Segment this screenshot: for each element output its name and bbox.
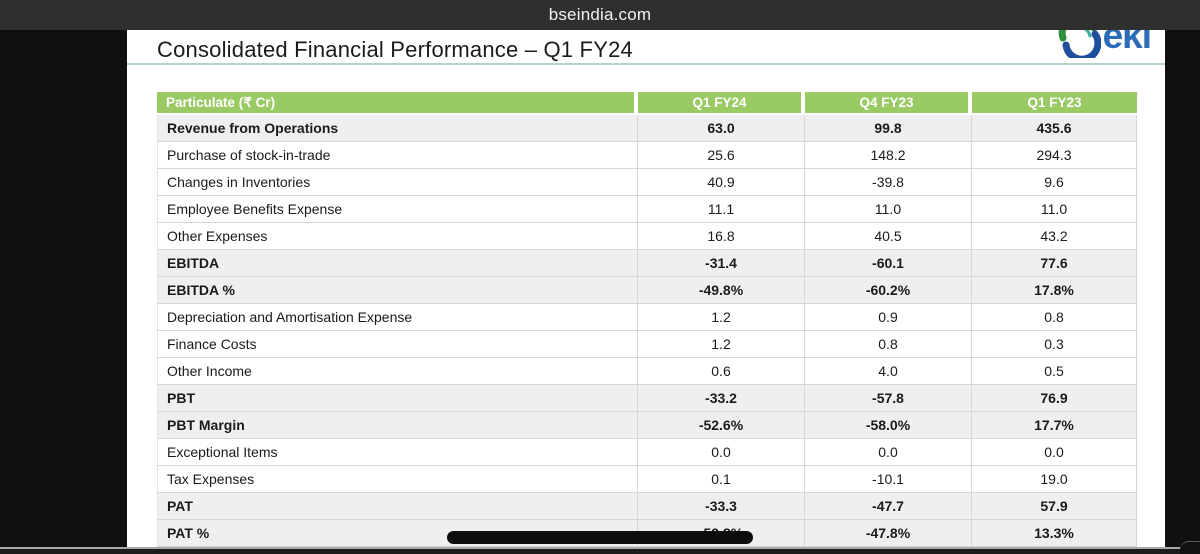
row-value: 9.6 (972, 169, 1137, 196)
financial-table: Particulate (₹ Cr) Q1 FY24 Q4 FY23 Q1 FY23 … (157, 92, 1137, 547)
row-value: 0.8 (805, 331, 972, 358)
table-row: PAT -33.3 -47.7 57.9 (157, 493, 1137, 520)
header-particulars: Particulate (₹ Cr) (157, 92, 638, 113)
row-label: Finance Costs (157, 331, 638, 358)
row-value: 19.0 (972, 466, 1137, 493)
row-label: Exceptional Items (157, 439, 638, 466)
table-row: Revenue from Operations 63.0 99.8 435.6 (157, 115, 1137, 142)
row-label: Other Income (157, 358, 638, 385)
row-value: 40.5 (805, 223, 972, 250)
row-value: 294.3 (972, 142, 1137, 169)
row-value: -31.4 (638, 250, 805, 277)
row-label: Depreciation and Amortisation Expense (157, 304, 638, 331)
row-value: 25.6 (638, 142, 805, 169)
row-value: 0.1 (638, 466, 805, 493)
table-body: Revenue from Operations 63.0 99.8 435.6 Purc… (157, 115, 1137, 547)
row-value: 99.8 (805, 115, 972, 142)
row-label: Tax Expenses (157, 466, 638, 493)
row-label: PBT Margin (157, 412, 638, 439)
row-value: -57.8 (805, 385, 972, 412)
row-value: 0.3 (972, 331, 1137, 358)
row-value: -33.2 (638, 385, 805, 412)
table-row: Other Income 0.6 4.0 0.5 (157, 358, 1137, 385)
row-label: Purchase of stock-in-trade (157, 142, 638, 169)
row-value: -60.1 (805, 250, 972, 277)
title-divider (127, 63, 1165, 65)
row-value: -49.8% (638, 277, 805, 304)
row-value: 76.9 (972, 385, 1137, 412)
row-value: -47.8% (805, 520, 972, 547)
table-row: Depreciation and Amortisation Expense 1.2… (157, 304, 1137, 331)
browser-top-bar: bseindia.com (0, 0, 1200, 30)
row-label: Revenue from Operations (157, 115, 638, 142)
row-value: 0.0 (972, 439, 1137, 466)
row-value: 17.7% (972, 412, 1137, 439)
table-row: Finance Costs 1.2 0.8 0.3 (157, 331, 1137, 358)
bottom-bar (0, 549, 1200, 554)
page-title: Consolidated Financial Performance – Q1 … (157, 37, 633, 62)
row-value: 13.3% (972, 520, 1137, 547)
row-value: 0.8 (972, 304, 1137, 331)
row-label: Changes in Inventories (157, 169, 638, 196)
row-value: 11.0 (972, 196, 1137, 223)
row-value: 57.9 (972, 493, 1137, 520)
table-row: PBT Margin -52.6% -58.0% 17.7% (157, 412, 1137, 439)
row-value: 11.0 (805, 196, 972, 223)
table-row: PBT -33.2 -57.8 76.9 (157, 385, 1137, 412)
table-row: Other Expenses 16.8 40.5 43.2 (157, 223, 1137, 250)
bottom-divider-line (0, 547, 1200, 549)
row-label: Other Expenses (157, 223, 638, 250)
table-row: Tax Expenses 0.1 -10.1 19.0 (157, 466, 1137, 493)
row-value: 1.2 (638, 304, 805, 331)
row-value: 148.2 (805, 142, 972, 169)
table-row: EBITDA -31.4 -60.1 77.6 (157, 250, 1137, 277)
corner-ui-blob (1180, 541, 1200, 554)
row-value: 16.8 (638, 223, 805, 250)
row-value: 17.8% (972, 277, 1137, 304)
row-value: -47.7 (805, 493, 972, 520)
presentation-slide: Consolidated Financial Performance – Q1 … (127, 14, 1165, 547)
row-value: 4.0 (805, 358, 972, 385)
row-value: 0.9 (805, 304, 972, 331)
row-label: EBITDA % (157, 277, 638, 304)
row-value: -52.6% (638, 412, 805, 439)
table-row: Purchase of stock-in-trade 25.6 148.2 294.3 (157, 142, 1137, 169)
address-bar-url[interactable]: bseindia.com (548, 5, 652, 24)
row-value: 0.0 (638, 439, 805, 466)
row-value: 0.5 (972, 358, 1137, 385)
row-label: EBITDA (157, 250, 638, 277)
row-label: PBT (157, 385, 638, 412)
row-value: 0.6 (638, 358, 805, 385)
table-row: Exceptional Items 0.0 0.0 0.0 (157, 439, 1137, 466)
header-period-3: Q1 FY23 (972, 92, 1137, 113)
table-row: Changes in Inventories 40.9 -39.8 9.6 (157, 169, 1137, 196)
row-value: 435.6 (972, 115, 1137, 142)
table-row: EBITDA % -49.8% -60.2% 17.8% (157, 277, 1137, 304)
table-header-row: Particulate (₹ Cr) Q1 FY24 Q4 FY23 Q1 FY23 (157, 92, 1137, 115)
row-value: 43.2 (972, 223, 1137, 250)
row-value: -58.0% (805, 412, 972, 439)
row-value: 40.9 (638, 169, 805, 196)
row-value: -33.3 (638, 493, 805, 520)
table-row: Employee Benefits Expense 11.1 11.0 11.0 (157, 196, 1137, 223)
row-value: -39.8 (805, 169, 972, 196)
header-period-1: Q1 FY24 (638, 92, 805, 113)
row-value: 1.2 (638, 331, 805, 358)
row-label: PAT (157, 493, 638, 520)
row-value: 11.1 (638, 196, 805, 223)
row-value: 63.0 (638, 115, 805, 142)
row-label: Employee Benefits Expense (157, 196, 638, 223)
row-value: 77.6 (972, 250, 1137, 277)
header-period-2: Q4 FY23 (805, 92, 972, 113)
row-value: -60.2% (805, 277, 972, 304)
row-value: -10.1 (805, 466, 972, 493)
row-value: 0.0 (805, 439, 972, 466)
black-marker-annotation (447, 531, 753, 544)
